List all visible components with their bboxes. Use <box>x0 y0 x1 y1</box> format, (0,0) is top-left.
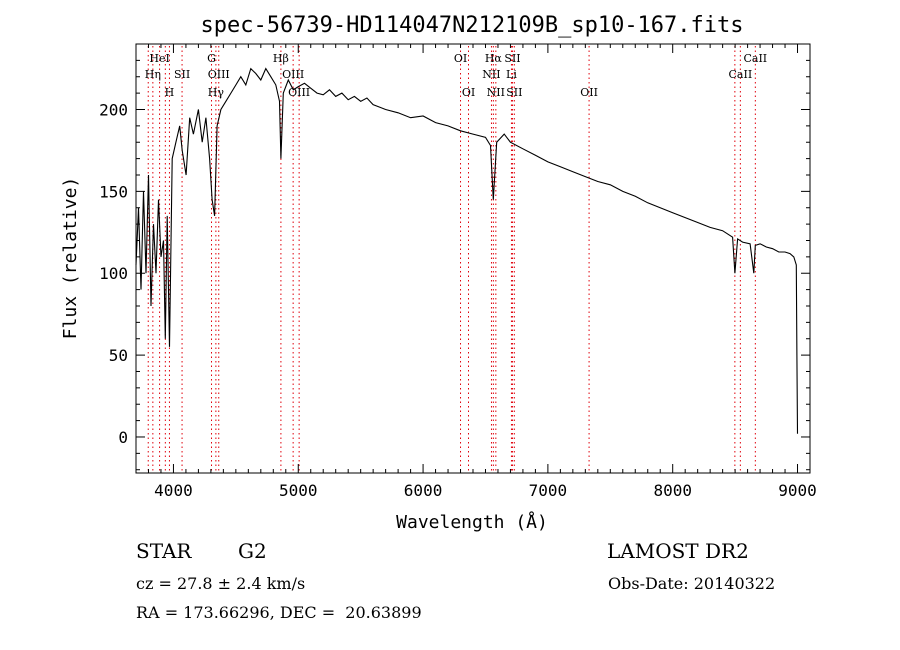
y-tick-label: 150 <box>99 182 128 201</box>
x-tick-label: 7000 <box>529 481 568 500</box>
marker-label: G <box>207 52 216 65</box>
y-axis: 0 50 100 150 200 <box>99 43 810 471</box>
marker-label: H <box>165 86 175 99</box>
marker-label: OI <box>462 86 475 99</box>
y-tick-label: 200 <box>99 100 128 119</box>
obs-date: Obs-Date: 20140322 <box>608 574 776 593</box>
marker-label: CaII <box>743 52 767 65</box>
marker-label: SII <box>506 86 522 99</box>
y-tick-label: 100 <box>99 264 128 283</box>
marker-label: Li <box>506 68 517 81</box>
marker-label: OI <box>454 52 467 65</box>
x-tick-label: 9000 <box>778 481 817 500</box>
x-axis: 4000 5000 6000 7000 8000 9000 <box>135 44 817 500</box>
y-tick-label: 50 <box>109 346 128 365</box>
coordinates: RA = 173.66296, DEC = 20.63899 <box>136 603 422 622</box>
marker-label: OII <box>580 86 598 99</box>
marker-label: NII <box>482 68 500 81</box>
marker-label: SII <box>174 68 190 81</box>
chart-title: spec-56739-HD114047N212109B_sp10-167.fit… <box>200 13 743 38</box>
x-tick-label: 6000 <box>404 481 443 500</box>
marker-label: SII <box>504 52 520 65</box>
marker-label: OIII <box>282 68 304 81</box>
object-type: STAR <box>136 539 192 563</box>
marker-label: Hγ <box>208 86 225 99</box>
x-tick-label: 8000 <box>653 481 692 500</box>
redshift-text: cz = 27.8 ± 2.4 km/s <box>136 574 306 593</box>
marker-label: Hα <box>485 52 503 65</box>
marker-label: HeI <box>149 52 169 65</box>
marker-label: OIII <box>208 68 230 81</box>
spectrum-chart: spec-56739-HD114047N212109B_sp10-167.fit… <box>60 13 817 533</box>
marker-label: Hη <box>145 68 161 81</box>
marker-label: Hβ <box>273 52 289 65</box>
survey-name: LAMOST DR2 <box>607 539 749 563</box>
marker-lines <box>147 46 756 473</box>
marker-label: CaII <box>729 68 753 81</box>
object-class: G2 <box>238 539 267 563</box>
y-tick-label: 0 <box>118 428 128 447</box>
marker-label: OIII <box>288 86 310 99</box>
plot-frame <box>135 43 811 474</box>
marker-label: NII <box>487 86 505 99</box>
x-tick-label: 5000 <box>279 481 318 500</box>
x-tick-label: 4000 <box>154 481 193 500</box>
y-axis-label: Flux (relative) <box>60 177 81 340</box>
spectrum-line <box>135 67 799 434</box>
x-axis-label: Wavelength (Å) <box>396 511 548 533</box>
